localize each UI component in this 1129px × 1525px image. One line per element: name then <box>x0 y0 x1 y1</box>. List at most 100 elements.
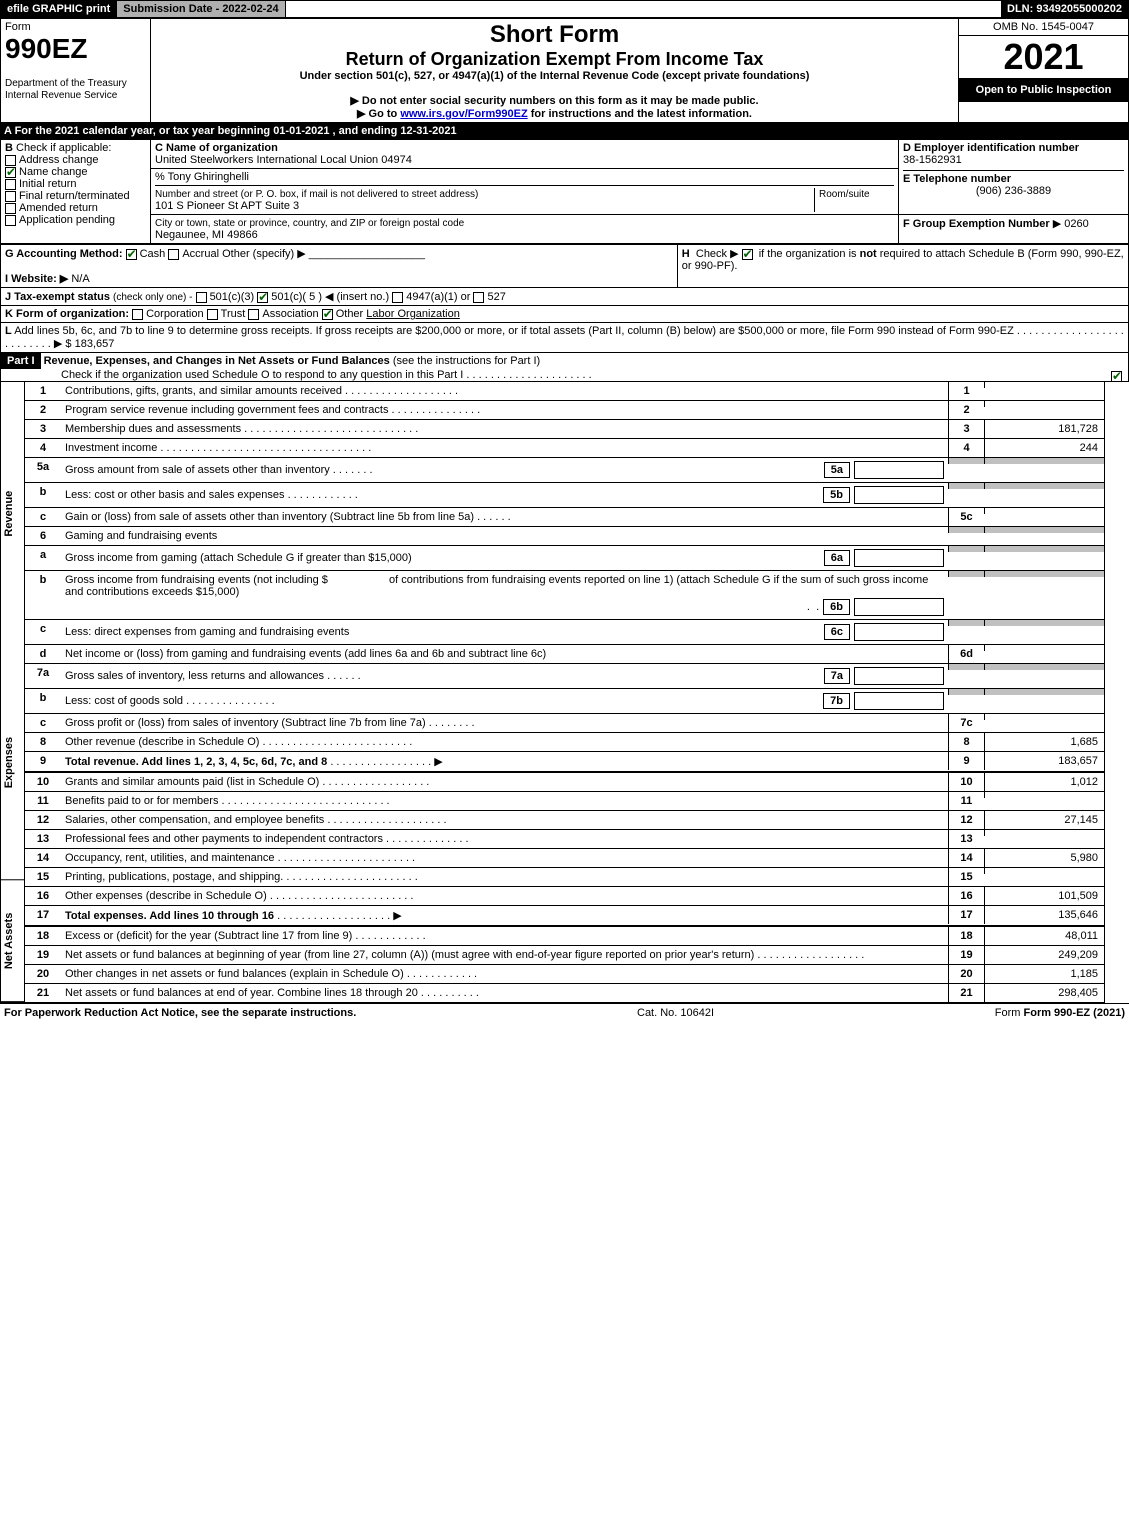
lbl-501c3: 501(c)(3) <box>210 291 255 303</box>
l-label: L <box>5 325 12 337</box>
ck-4947[interactable] <box>392 292 403 303</box>
ck-final-return[interactable] <box>5 191 16 202</box>
k-label: K Form of organization: <box>5 308 129 320</box>
ln-2-num: 2 <box>25 401 61 419</box>
line-6a: a Gross income from gaming (attach Sched… <box>25 545 1104 570</box>
ck-assoc[interactable] <box>248 309 259 320</box>
ln-8-val: 1,685 <box>984 733 1104 751</box>
cat-no: Cat. No. 10642I <box>637 1007 714 1019</box>
ln-5a-box-shade <box>948 458 984 464</box>
lbl-assoc: Association <box>262 308 318 320</box>
title-block: Form 990EZ Department of the Treasury In… <box>0 18 1129 123</box>
ln-11-num: 11 <box>25 792 61 810</box>
ln-7b-num: b <box>25 689 61 707</box>
under-section: Under section 501(c), 527, or 4947(a)(1)… <box>155 70 954 82</box>
ck-527[interactable] <box>473 292 484 303</box>
ln-5a-text: Gross amount from sale of assets other t… <box>65 464 330 476</box>
l-value: 183,657 <box>75 338 115 350</box>
ck-accrual[interactable] <box>168 249 179 260</box>
ck-501c[interactable] <box>257 292 268 303</box>
j-label: J Tax-exempt status <box>5 291 110 303</box>
form-ref-text: Form 990-EZ (2021) <box>1024 1007 1125 1019</box>
ln-5b-val-shade <box>984 483 1104 489</box>
j-sub: (check only one) - <box>113 292 192 303</box>
section-b: B Check if applicable: Address change Na… <box>1 140 151 244</box>
ln-11-text: Benefits paid to or for members <box>65 795 218 807</box>
ln-11-desc: Benefits paid to or for members . . . . … <box>61 792 948 810</box>
ck-cash[interactable] <box>126 249 137 260</box>
part1-check-line: Check if the organization used Schedule … <box>1 369 463 381</box>
omb-number: OMB No. 1545-0047 <box>959 19 1128 36</box>
ck-other-org[interactable] <box>322 309 333 320</box>
phone-value: (906) 236-3889 <box>903 185 1124 197</box>
d-label: D Employer identification number <box>903 142 1079 154</box>
ck-corp[interactable] <box>132 309 143 320</box>
ln-7c-val <box>984 714 1104 720</box>
ln-19-num: 19 <box>25 946 61 964</box>
submission-date: Submission Date - 2022-02-24 <box>117 1 285 17</box>
line-10: 10 Grants and similar amounts paid (list… <box>25 771 1104 791</box>
lbl-4947: 4947(a)(1) or <box>406 291 470 303</box>
page-footer: For Paperwork Reduction Act Notice, see … <box>0 1003 1129 1022</box>
ln-6d-val <box>984 645 1104 651</box>
ln-20-val: 1,185 <box>984 965 1104 983</box>
ein-value: 38-1562931 <box>903 154 962 166</box>
ln-1-text: Contributions, gifts, grants, and simila… <box>65 385 342 397</box>
section-l: L Add lines 5b, 6c, and 7b to line 9 to … <box>0 323 1129 353</box>
ln-12-val: 27,145 <box>984 811 1104 829</box>
part1-title: Revenue, Expenses, and Changes in Net As… <box>44 355 390 367</box>
ln-4-desc: Investment income . . . . . . . . . . . … <box>61 439 948 457</box>
ln-13-text: Professional fees and other payments to … <box>65 833 383 845</box>
ck-name-change[interactable] <box>5 167 16 178</box>
right-box: OMB No. 1545-0047 2021 Open to Public In… <box>959 19 1129 123</box>
ck-amended[interactable] <box>5 203 16 214</box>
ln-15-box: 15 <box>948 868 984 886</box>
line-6: 6 Gaming and fundraising events <box>25 526 1104 545</box>
addr-label: Number and street (or P. O. box, if mail… <box>155 189 478 200</box>
part1-header: Part I Revenue, Expenses, and Changes in… <box>0 353 1129 382</box>
ck-trust[interactable] <box>207 309 218 320</box>
ln-12-desc: Salaries, other compensation, and employ… <box>61 811 948 829</box>
ck-app-pending[interactable] <box>5 215 16 226</box>
ck-schedule-o[interactable] <box>1111 371 1122 382</box>
line-12: 12 Salaries, other compensation, and emp… <box>25 810 1104 829</box>
ln-17-text: Total expenses. Add lines 10 through 16 <box>65 910 274 922</box>
ln-6c-box-shade <box>948 620 984 626</box>
ln-5c-box: 5c <box>948 508 984 526</box>
ln-6b-num: b <box>25 571 61 589</box>
ln-20-box: 20 <box>948 965 984 983</box>
lines-container: 1 Contributions, gifts, grants, and simi… <box>25 382 1104 1002</box>
line-14: 14 Occupancy, rent, utilities, and maint… <box>25 848 1104 867</box>
ssn-warning: ▶ Do not enter social security numbers o… <box>155 94 954 107</box>
ln-18-num: 18 <box>25 927 61 945</box>
ln-21-num: 21 <box>25 984 61 1002</box>
l-text: Add lines 5b, 6c, and 7b to line 9 to de… <box>14 325 1014 337</box>
ln-19-box: 19 <box>948 946 984 964</box>
ln-6-box-shade <box>948 527 984 533</box>
ln-18-text: Excess or (deficit) for the year (Subtra… <box>65 930 352 942</box>
ln-16-box: 16 <box>948 887 984 905</box>
ck-h[interactable] <box>742 249 753 260</box>
entity-block: B Check if applicable: Address change Na… <box>0 139 1129 244</box>
ln-13-box: 13 <box>948 830 984 848</box>
ln-20-num: 20 <box>25 965 61 983</box>
b-label: B <box>5 142 13 154</box>
ln-17-box: 17 <box>948 906 984 924</box>
ln-5b-sublabel: 5b <box>823 487 850 503</box>
ln-9-desc: Total revenue. Add lines 1, 2, 3, 4, 5c,… <box>61 752 948 771</box>
ln-12-box: 12 <box>948 811 984 829</box>
line-11: 11 Benefits paid to or for members . . .… <box>25 791 1104 810</box>
ln-7b-text: Less: cost of goods sold <box>65 695 183 707</box>
section-j: J Tax-exempt status (check only one) - 5… <box>0 288 1129 306</box>
ck-initial-return[interactable] <box>5 179 16 190</box>
irs-link[interactable]: www.irs.gov/Form990EZ <box>400 108 527 120</box>
section-f: F Group Exemption Number ▶ 0260 <box>899 215 1129 244</box>
ln-17-val: 135,646 <box>984 906 1104 924</box>
side-netassets: Net Assets <box>1 880 24 1002</box>
ln-7c-text: Gross profit or (loss) from sales of inv… <box>65 717 426 729</box>
lbl-accrual: Accrual <box>182 248 219 260</box>
ln-12-text: Salaries, other compensation, and employ… <box>65 814 324 826</box>
lbl-final-return: Final return/terminated <box>19 190 130 202</box>
city-value: Negaunee, MI 49866 <box>155 229 258 241</box>
ck-501c3[interactable] <box>196 292 207 303</box>
